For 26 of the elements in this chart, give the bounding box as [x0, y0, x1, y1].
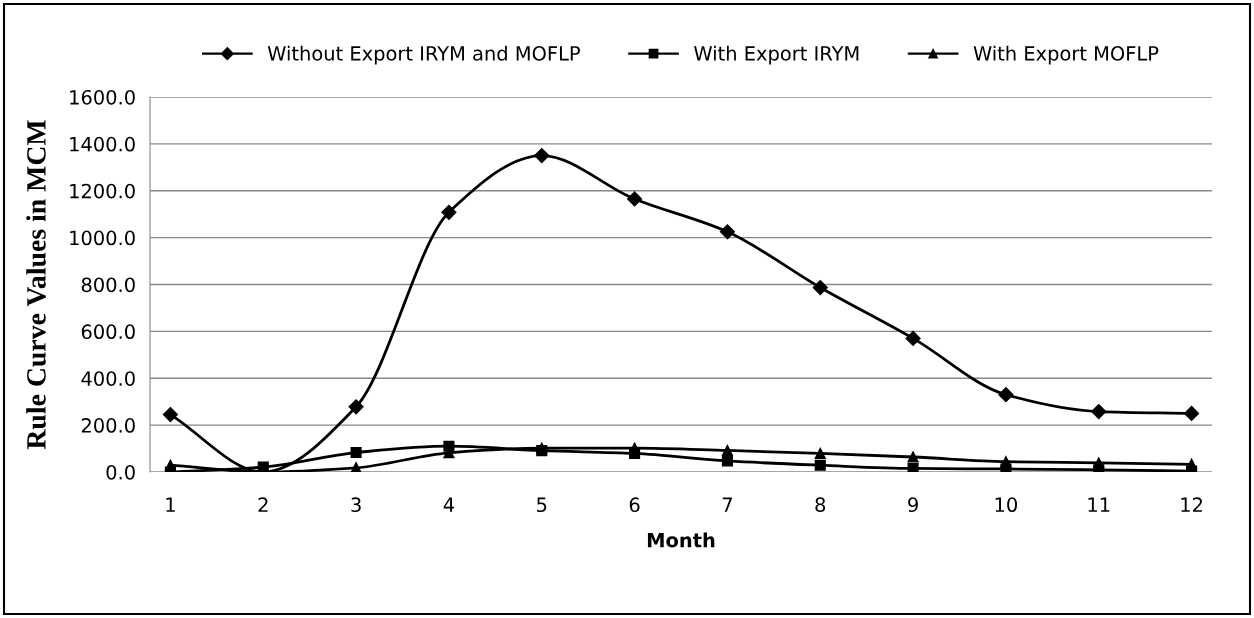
y-tick-label: 0.0	[106, 464, 135, 480]
legend-label: With Export MOFLP	[973, 45, 1159, 65]
x-tick-label: 6	[629, 497, 640, 513]
x-tick-label: 2	[258, 497, 268, 512]
y-tick-label: 1400.0	[70, 136, 135, 152]
y-tick-label: 800.0	[81, 277, 135, 293]
x-tick-label: 8	[815, 497, 826, 513]
x-tick-label: 4	[443, 497, 455, 512]
y-axis-title: Rule Curve Values in MCM	[26, 120, 46, 450]
legend-label: Without Export IRYM and MOFLP	[267, 45, 580, 65]
y-tick-label: 200.0	[81, 418, 135, 433]
x-tick-label: 12	[1181, 497, 1202, 512]
y-tick-label: 1600.0	[70, 89, 135, 105]
y-tick-label: 1200.0	[70, 183, 135, 199]
y-tick-label: 400.0	[81, 371, 135, 386]
x-tick-label: 5	[537, 497, 547, 513]
y-tick-label: 1000.0	[70, 230, 135, 246]
y-tick-label: 600.0	[81, 324, 135, 340]
x-axis-title: Month	[647, 532, 715, 548]
x-tick-label: 7	[722, 497, 732, 512]
x-tick-label: 1	[166, 497, 175, 512]
legend-label: With Export IRYM	[694, 45, 859, 65]
x-tick-label: 9	[908, 497, 918, 513]
x-tick-label: 10	[995, 497, 1017, 513]
x-tick-label: 11	[1088, 497, 1110, 512]
x-tick-label: 3	[351, 497, 361, 513]
